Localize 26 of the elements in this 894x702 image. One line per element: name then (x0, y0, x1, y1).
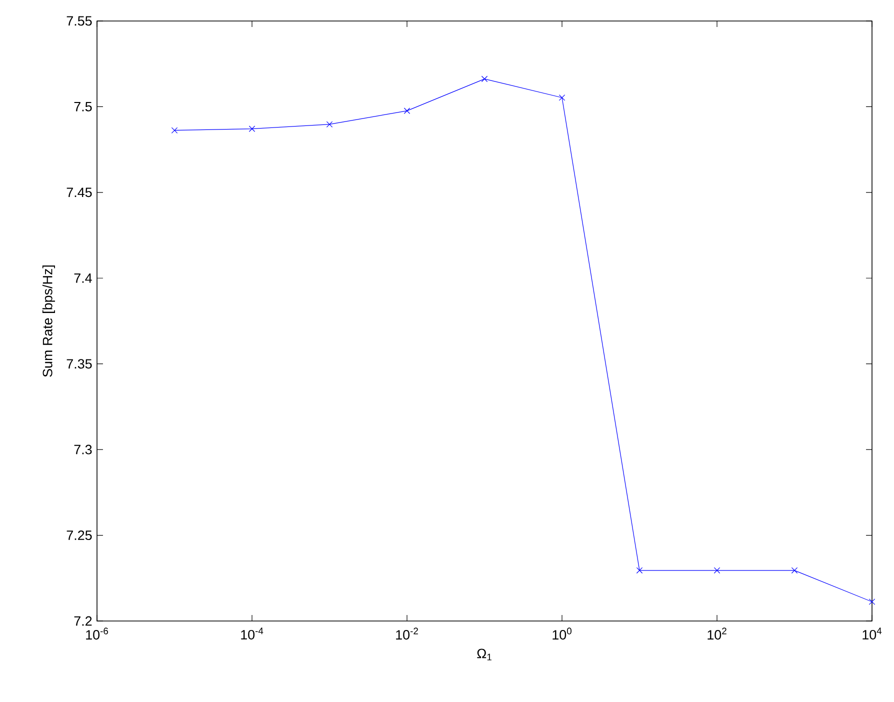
y-tick-label: 7.55 (66, 16, 92, 26)
point (636, 567, 643, 574)
y-tick-label: 7.35 (66, 359, 92, 369)
y-tick-label: 7.2 (74, 616, 92, 626)
x-tick-label: 10$^{-6}$ (86, 628, 108, 640)
x-tick-label: 10$^{0}$ (552, 628, 572, 640)
y-tick-label: 7.5 (74, 102, 92, 112)
y-axis-title: Sum Rate [bps/Hz] (42, 266, 55, 377)
point (248, 126, 256, 132)
point (714, 567, 720, 574)
point (558, 94, 566, 101)
point (791, 567, 798, 574)
point (481, 76, 488, 82)
y-tick-label: 7.25 (66, 530, 92, 540)
x-tick-label: 10$^{-2}$ (396, 628, 418, 640)
y-tick-label: 7.3 (74, 444, 92, 454)
x-axis-title: Ω$_{1}$ (477, 648, 492, 660)
x-tick-label: 10$^{4}$ (862, 628, 882, 640)
y-tick-label: 7.4 (74, 274, 92, 283)
x-tick-label: 10$^{2}$ (708, 628, 726, 640)
point (868, 598, 876, 605)
x-tick-label: 10$^{-4}$ (241, 628, 264, 640)
y-tick-label: 7.45 (66, 188, 92, 198)
point (404, 108, 410, 114)
point (171, 127, 178, 134)
point (326, 121, 333, 128)
